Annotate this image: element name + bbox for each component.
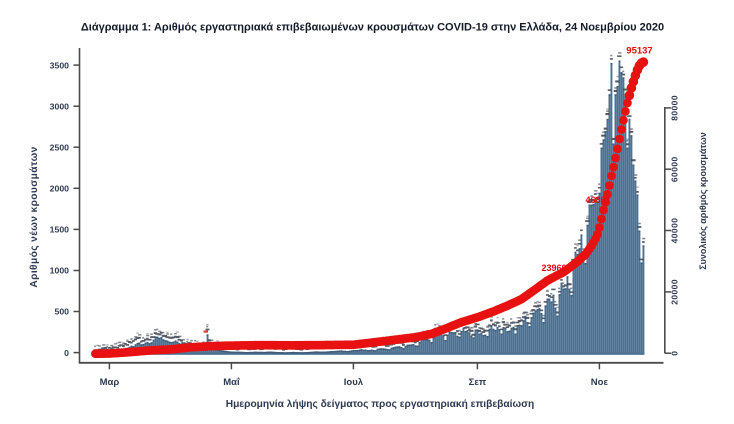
svg-text:1500: 1500 xyxy=(50,225,69,235)
svg-text:3500: 3500 xyxy=(50,60,69,70)
svg-text:Διάγραμμα 1: Αριθμός εργαστηρι: Διάγραμμα 1: Αριθμός εργαστηριακά επιβεβ… xyxy=(81,22,664,34)
svg-text:0: 0 xyxy=(64,348,69,358)
svg-text:0: 0 xyxy=(670,351,680,356)
svg-text:Αριθμός νέων κρουσμάτων: Αριθμός νέων κρουσμάτων xyxy=(29,146,40,287)
svg-text:Ιουλ: Ιουλ xyxy=(344,377,364,388)
svg-text:Ημερομηνία λήψης δείγματος προ: Ημερομηνία λήψης δείγματος προς εργαστηρ… xyxy=(226,399,535,410)
svg-text:Μαρ: Μαρ xyxy=(100,377,120,388)
svg-text:23960: 23960 xyxy=(541,263,566,273)
svg-text:3000: 3000 xyxy=(50,101,69,111)
svg-text:2000: 2000 xyxy=(50,184,69,194)
svg-text:Συνολικός αριθμός κρουσμάτων: Συνολικός αριθμός κρουσμάτων xyxy=(698,132,708,270)
svg-text:1000: 1000 xyxy=(50,266,69,276)
svg-text:40000: 40000 xyxy=(670,218,680,244)
svg-text:20000: 20000 xyxy=(670,279,680,305)
svg-text:500: 500 xyxy=(55,307,70,317)
svg-text:95137: 95137 xyxy=(626,46,652,57)
svg-text:2500: 2500 xyxy=(50,142,69,152)
svg-text:Νοε: Νοε xyxy=(591,377,609,388)
svg-text:46891: 46891 xyxy=(585,195,610,205)
svg-text:Μαΐ: Μαΐ xyxy=(223,377,240,388)
svg-text:80000: 80000 xyxy=(670,95,680,121)
svg-text:Σεπ: Σεπ xyxy=(469,377,487,388)
svg-text:60000: 60000 xyxy=(670,156,680,182)
